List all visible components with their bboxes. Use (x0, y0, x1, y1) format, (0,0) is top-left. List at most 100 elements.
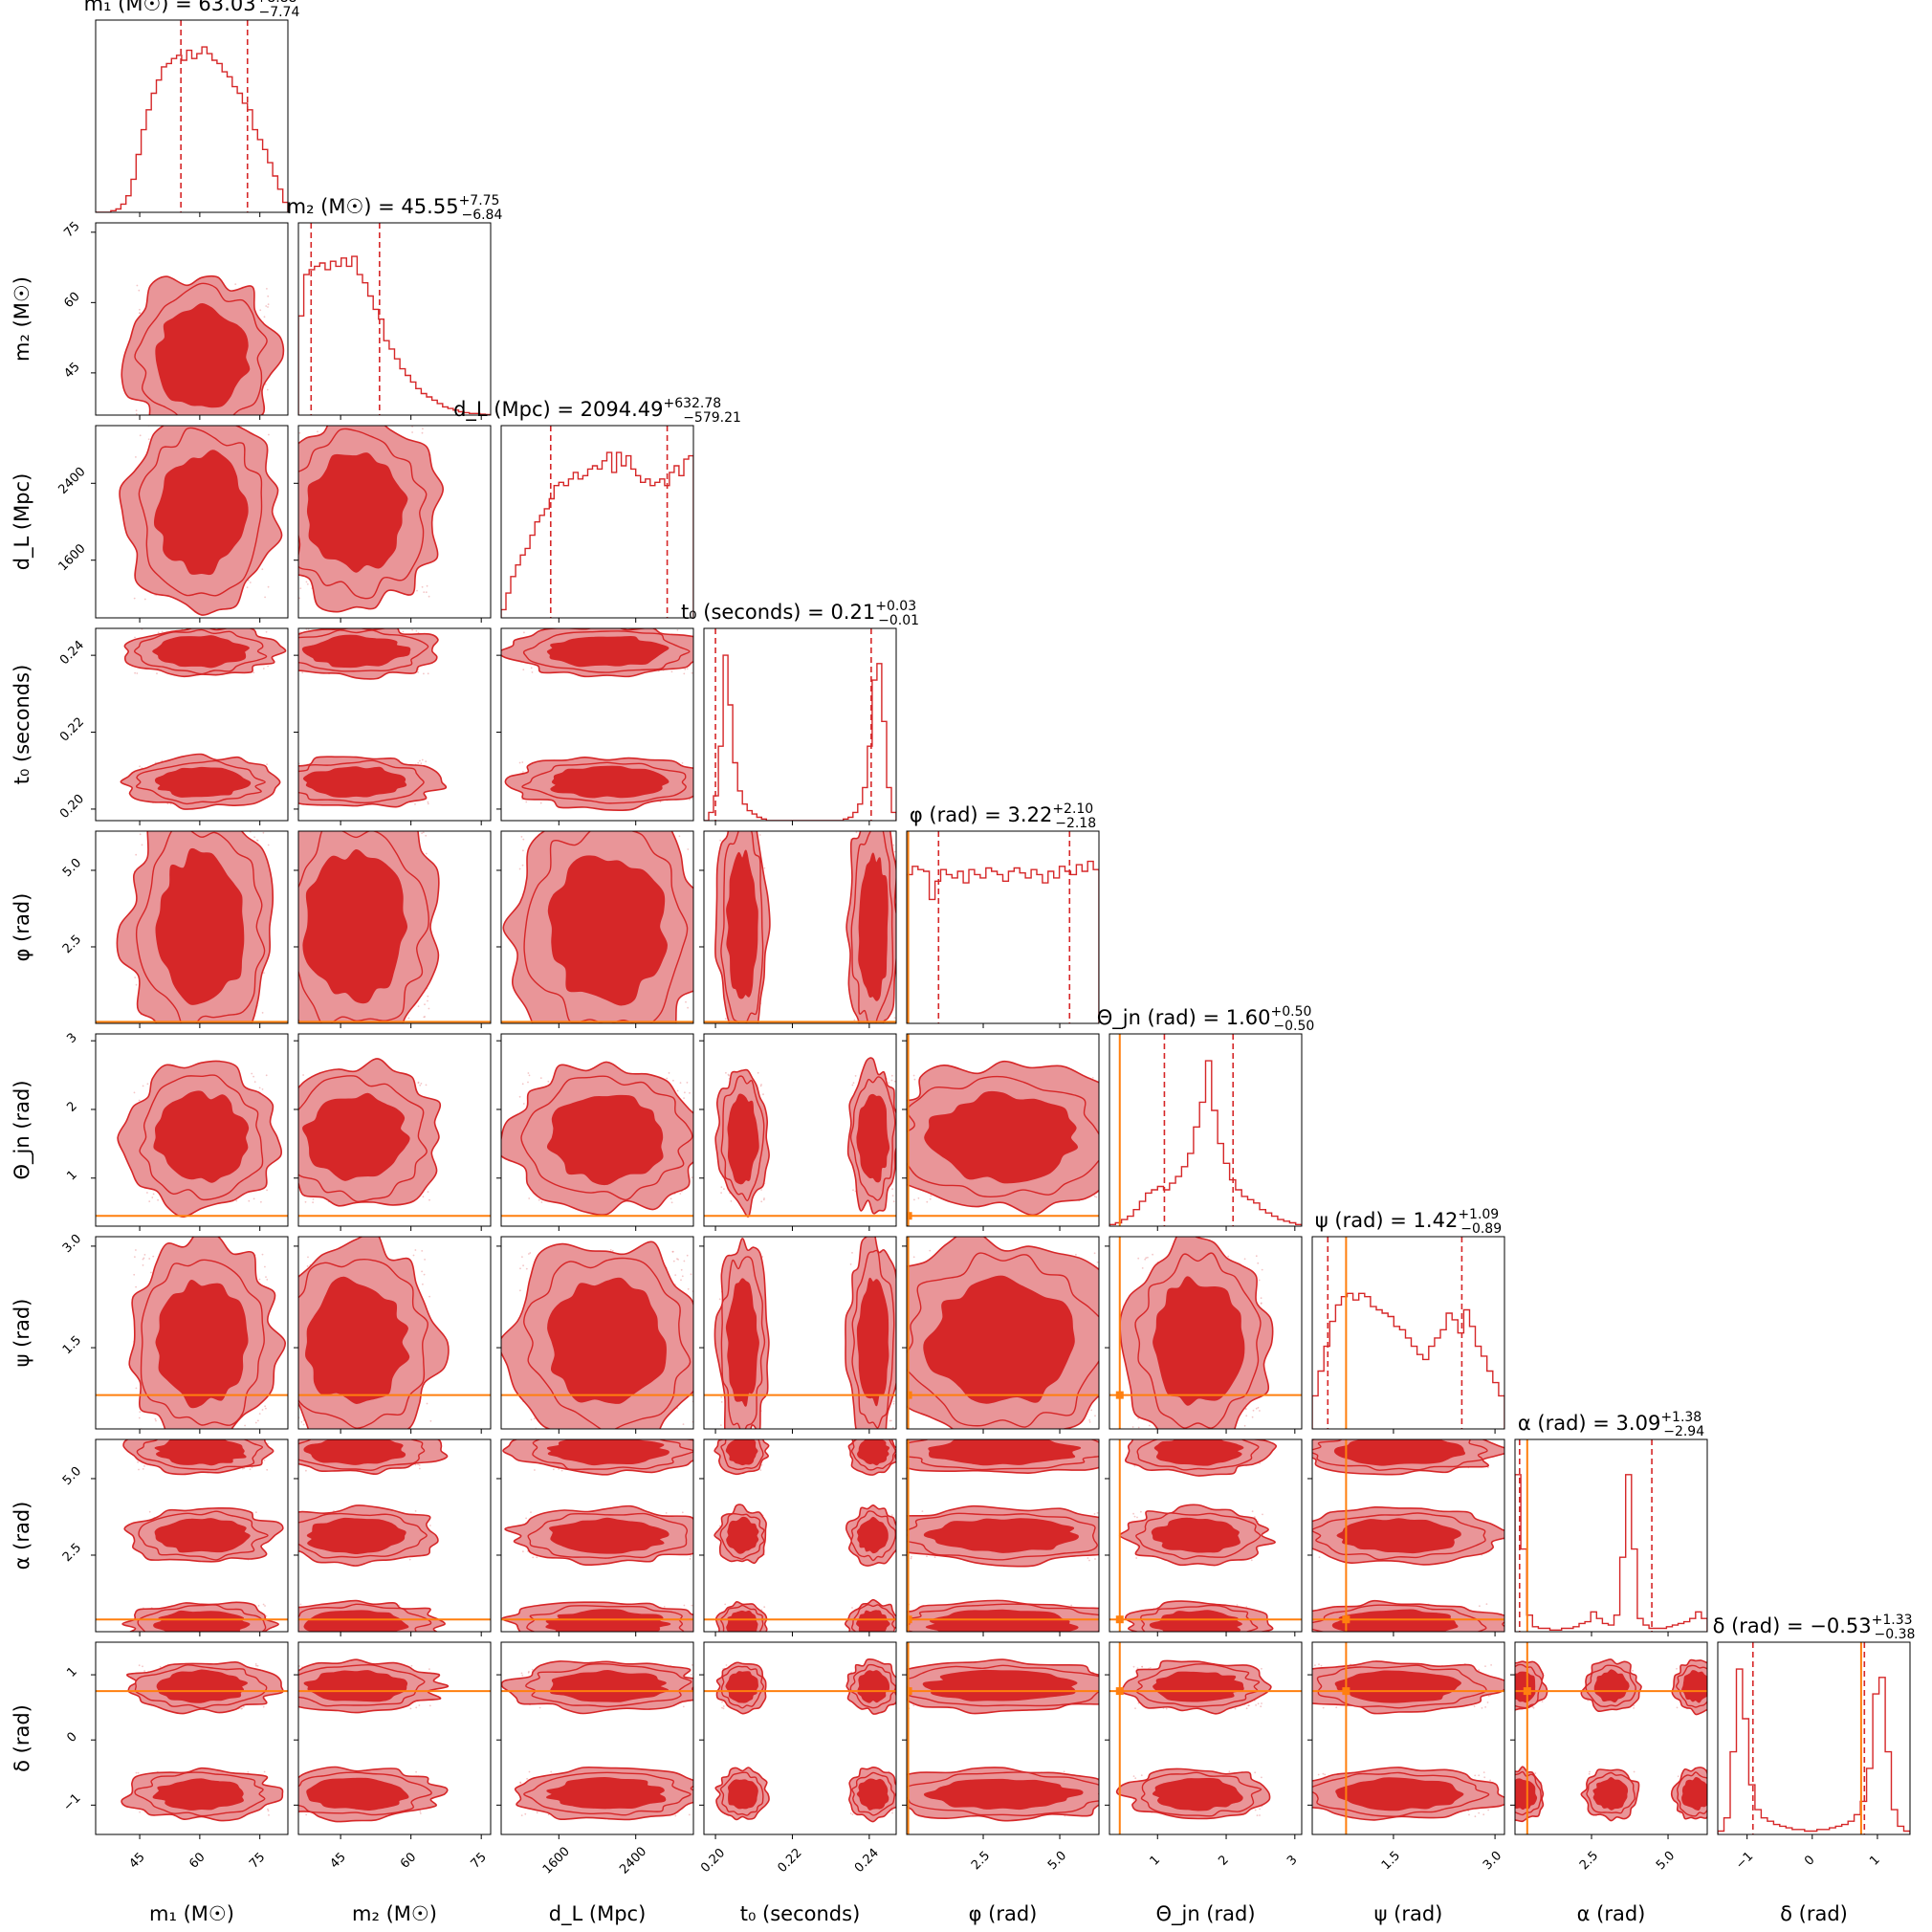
sample-point (294, 1128, 296, 1130)
sample-point (143, 1257, 145, 1260)
sample-point (522, 669, 525, 670)
sample-point (383, 823, 384, 824)
sample-point (901, 1173, 903, 1175)
sample-point (425, 760, 428, 762)
sample-point (284, 933, 286, 934)
sample-point (428, 595, 430, 598)
sample-point (175, 1030, 177, 1032)
panel-dL-vs-phi (496, 818, 694, 1031)
sample-point (387, 817, 389, 819)
sample-point (263, 972, 265, 974)
panel-frame (95, 222, 289, 416)
sample-point (142, 1264, 144, 1266)
sample-point (245, 427, 247, 428)
sample-point (417, 761, 420, 764)
sample-point (135, 1387, 138, 1390)
panel-frame (297, 1236, 492, 1430)
sample-point (261, 568, 264, 570)
sample-point (283, 587, 285, 589)
sample-point (540, 1201, 543, 1203)
sample-point (753, 818, 755, 820)
panel-frame (297, 830, 492, 1024)
sample-point (427, 802, 429, 805)
density-dL-theta (501, 1061, 693, 1218)
sample-point (319, 1029, 321, 1031)
sample-point (1105, 1138, 1107, 1140)
sample-point (644, 822, 646, 823)
sample-point (854, 1025, 856, 1027)
sample-point (161, 630, 164, 633)
sample-point (289, 476, 291, 478)
truth-marker (907, 1212, 912, 1220)
panel-frame (95, 1236, 289, 1430)
sample-point (594, 828, 596, 830)
sample-point (854, 1026, 856, 1028)
sample-point (139, 833, 142, 836)
sample-point (266, 763, 268, 766)
sample-point (151, 1197, 154, 1198)
sample-point (133, 823, 135, 825)
sample-point (525, 801, 528, 803)
sample-point (135, 409, 138, 412)
sample-point (249, 582, 252, 583)
sample-point (676, 1089, 679, 1092)
sample-point (690, 823, 692, 825)
sample-point (266, 388, 269, 391)
sample-point (414, 1249, 417, 1251)
sample-point (283, 1384, 285, 1386)
sample-point (407, 1017, 410, 1020)
sample-point (141, 844, 143, 846)
sample-point (424, 1003, 426, 1006)
sample-point (265, 1407, 267, 1410)
panel-frame (703, 627, 897, 822)
sample-point (760, 1084, 762, 1086)
sample-point (285, 864, 287, 866)
histogram-m1 (96, 46, 288, 212)
sample-point (674, 1274, 677, 1276)
sample-point (265, 630, 268, 633)
sample-point (1106, 1096, 1108, 1098)
sample-point (622, 1029, 624, 1031)
sample-point (912, 1074, 915, 1077)
sample-point (760, 1189, 762, 1191)
sample-point (415, 629, 418, 632)
sample-point (348, 823, 350, 825)
sample-point (929, 1197, 932, 1200)
sample-point (686, 1254, 689, 1257)
sample-point (897, 1165, 899, 1167)
sample-point (282, 670, 284, 671)
sample-point (262, 668, 265, 670)
sample-point (286, 428, 288, 430)
sample-point (264, 1405, 266, 1408)
y-tick-label: 0.24 (57, 638, 87, 668)
sample-point (612, 818, 614, 820)
sample-point (285, 570, 287, 572)
density-t0-phi (704, 817, 896, 1028)
sample-point (762, 1093, 764, 1096)
sample-point (312, 1201, 314, 1204)
y-tick-label: 5.0 (60, 856, 84, 880)
sample-point (281, 1197, 283, 1199)
sample-point (322, 1430, 324, 1432)
sample-point (411, 431, 413, 433)
sample-point (151, 430, 153, 432)
sample-point (874, 817, 876, 819)
histogram-theta (1109, 1060, 1302, 1226)
sample-point (252, 1075, 254, 1078)
sample-point (258, 1413, 261, 1415)
sample-point (518, 761, 521, 764)
sample-point (893, 1185, 895, 1187)
sample-point (296, 1320, 297, 1322)
sample-point (293, 1418, 295, 1420)
sample-point (293, 968, 295, 970)
sample-point (284, 655, 286, 657)
sample-point (294, 782, 296, 784)
density-m1-phi (96, 823, 288, 1032)
sample-point (266, 1189, 268, 1192)
sample-point (903, 1090, 905, 1092)
sample-point (1100, 1133, 1102, 1135)
sample-point (852, 1082, 855, 1085)
sample-point (763, 1197, 765, 1199)
sample-point (152, 1255, 155, 1258)
panel-frame (297, 425, 492, 619)
